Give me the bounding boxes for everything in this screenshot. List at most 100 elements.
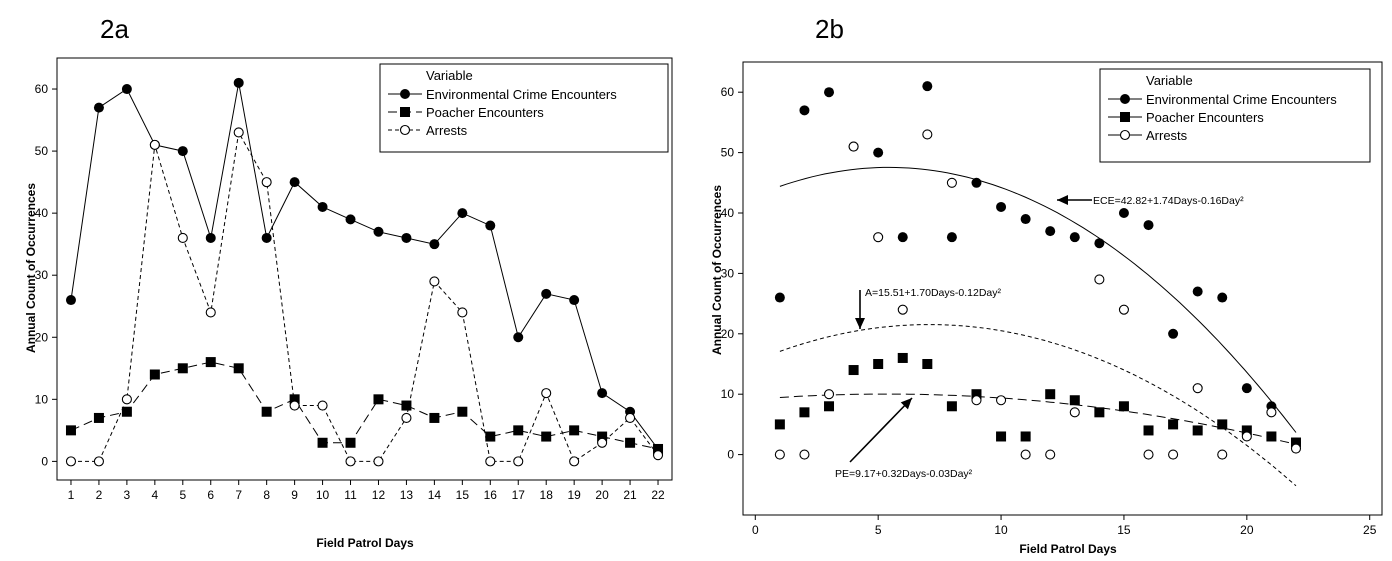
data-point-environmental-crime-encounters	[93, 102, 104, 113]
data-point-poacher-encounters	[971, 389, 982, 400]
data-point-arrests	[922, 129, 933, 140]
data-point-poacher-encounters	[848, 365, 859, 376]
data-point-poacher-encounters	[513, 425, 524, 436]
data-point-poacher-encounters	[824, 401, 835, 412]
data-point-environmental-crime-encounters	[401, 232, 412, 243]
legend-marker-environmental-crime-encounters	[400, 89, 410, 99]
y-tick-label-2a: 30	[35, 268, 49, 282]
arrow-pe-head	[900, 398, 912, 410]
series-line-poacher-encounters	[70, 361, 659, 450]
data-point-poacher-encounters	[1094, 407, 1105, 418]
data-point-poacher-encounters	[373, 394, 384, 405]
fit-label-pe: PE=9.17+0.32Days-0.03Day²	[835, 468, 973, 480]
x-tick-label-2a: 7	[235, 488, 242, 502]
data-point-environmental-crime-encounters	[1241, 383, 1252, 394]
y-tick-label-2b: 50	[721, 146, 735, 160]
legend-marker-arrests	[1119, 129, 1131, 141]
data-point-environmental-crime-encounters	[1217, 292, 1228, 303]
x-tick-label-2a: 1	[68, 488, 75, 502]
data-point-arrests	[373, 456, 384, 467]
data-point-environmental-crime-encounters	[513, 332, 524, 343]
data-point-arrests	[823, 389, 835, 400]
data-point-poacher-encounters	[205, 357, 216, 368]
data-point-arrests	[457, 307, 468, 318]
legend-marker-poacher-encounters	[400, 107, 410, 117]
data-point-environmental-crime-encounters	[971, 177, 982, 188]
legend-title: Variable	[1146, 73, 1193, 88]
data-point-arrests	[345, 456, 356, 467]
fit-curve-poacher-encounters	[779, 393, 1297, 445]
data-point-poacher-encounters	[317, 437, 328, 448]
data-point-arrests	[774, 449, 785, 460]
x-tick-label-2a: 11	[344, 488, 357, 502]
y-tick-label-2a: 10	[35, 392, 49, 406]
x-tick-label-2a: 14	[428, 488, 442, 502]
data-point-arrests	[1143, 449, 1154, 460]
data-point-arrests	[625, 412, 636, 423]
data-point-environmental-crime-encounters	[1094, 238, 1105, 249]
data-point-arrests	[149, 139, 160, 150]
x-tick-label-2a: 12	[372, 488, 386, 502]
legend-entry-environmental-crime-encounters: Environmental Crime Encounters	[426, 87, 617, 102]
fit-label-ece: ECE=42.82+1.74Days-0.16Day²	[1093, 195, 1244, 207]
legend-box	[379, 63, 669, 153]
data-point-poacher-encounters	[873, 359, 884, 369]
data-point-poacher-encounters	[774, 419, 785, 430]
plot-frame-2a	[56, 57, 673, 481]
data-point-poacher-encounters	[233, 363, 244, 374]
legend-marker-arrests	[399, 124, 411, 136]
x-tick-label-2a: 22	[651, 488, 665, 502]
data-point-poacher-encounters	[345, 437, 356, 448]
data-point-arrests	[401, 412, 412, 423]
data-point-poacher-encounters	[653, 443, 664, 454]
data-point-arrests	[971, 395, 982, 406]
data-point-environmental-crime-encounters	[289, 177, 300, 188]
x-tick-label-2a: 17	[512, 488, 526, 502]
data-point-environmental-crime-encounters	[65, 295, 76, 306]
data-point-poacher-encounters	[1192, 425, 1203, 436]
fit-label-arrests: A=15.51+1.70Days-0.12Day²	[865, 287, 1002, 299]
data-point-environmental-crime-encounters	[1168, 328, 1179, 339]
data-point-environmental-crime-encounters	[457, 208, 468, 219]
legend-entry-environmental-crime-encounters: Environmental Crime Encounters	[1146, 92, 1337, 107]
data-point-poacher-encounters	[597, 431, 608, 442]
data-point-arrests	[1045, 449, 1056, 460]
x-tick-label-2a: 6	[207, 488, 214, 502]
data-point-arrests	[177, 232, 188, 244]
y-tick-label-2b: 20	[721, 327, 735, 341]
data-point-environmental-crime-encounters	[261, 232, 272, 243]
data-point-environmental-crime-encounters	[897, 232, 908, 243]
y-axis-label-2b: Annual Count of Occurrences	[710, 185, 724, 355]
data-point-environmental-crime-encounters	[1020, 214, 1031, 225]
fit-arrows	[849, 195, 1092, 463]
data-point-environmental-crime-encounters	[373, 226, 384, 237]
legend-entry-poacher-encounters: Poacher Encounters	[426, 105, 544, 120]
x-tick-label-2b: 0	[752, 523, 759, 537]
data-point-poacher-encounters	[1118, 401, 1129, 412]
x-tick-label-2a: 20	[595, 488, 609, 502]
y-tick-label-2b: 40	[721, 206, 735, 220]
data-point-arrests	[569, 456, 580, 467]
x-tick-label-2b: 10	[994, 523, 1008, 537]
data-point-environmental-crime-encounters	[429, 239, 440, 250]
x-tick-label-2a: 5	[179, 488, 186, 502]
x-tick-label-2a: 8	[263, 488, 270, 502]
x-tick-label-2a: 15	[456, 488, 470, 502]
data-point-environmental-crime-encounters	[774, 292, 785, 303]
fit-curve-environmental-crime-encounters	[779, 166, 1297, 433]
legend-entry-poacher-encounters: Poacher Encounters	[1146, 110, 1264, 125]
data-point-arrests	[996, 395, 1007, 406]
data-point-poacher-encounters	[289, 394, 300, 405]
data-point-arrests	[1192, 383, 1203, 394]
x-tick-label-2a: 21	[623, 488, 637, 502]
legend-2b: Variable Environmental Crime Encounters Po…	[1099, 68, 1371, 163]
data-point-environmental-crime-encounters	[233, 77, 244, 88]
data-point-arrests	[799, 449, 810, 460]
arrow-ece-head	[1057, 195, 1068, 205]
data-point-poacher-encounters	[177, 363, 188, 374]
data-point-environmental-crime-encounters	[205, 232, 216, 243]
data-point-poacher-encounters	[946, 401, 957, 412]
data-point-environmental-crime-encounters	[946, 232, 957, 243]
data-point-arrests	[897, 304, 908, 315]
x-tick-label-2a: 2	[96, 488, 103, 502]
